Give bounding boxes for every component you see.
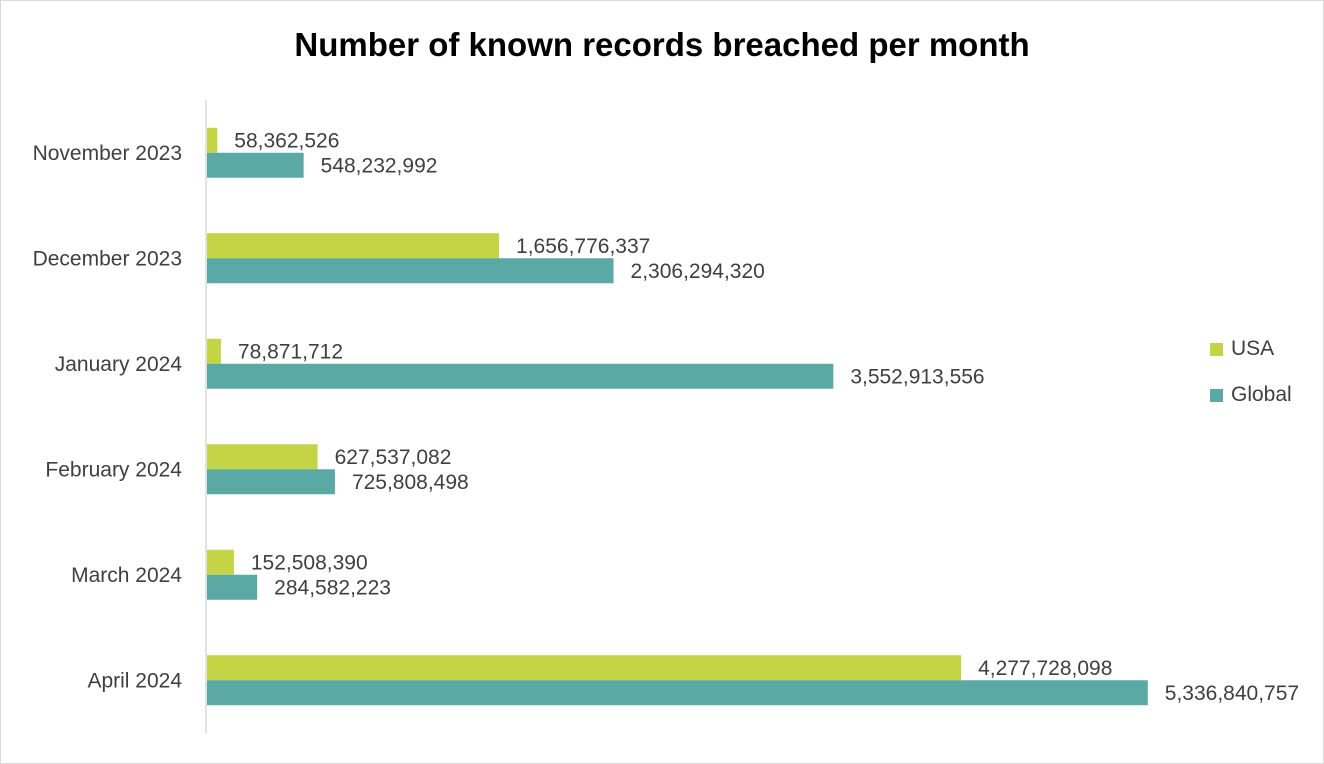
legend-item-global: Global [1210, 383, 1310, 407]
bar-global-march-2024 [207, 574, 258, 600]
bar-global-december-2023 [207, 258, 614, 284]
category-label-january-2024: January 2024 [55, 353, 183, 376]
legend: USA Global [1210, 337, 1310, 429]
bar-global-january-2024 [207, 363, 834, 389]
bar-usa-april-2024 [207, 655, 962, 681]
bar-usa-january-2024 [207, 338, 221, 364]
legend-label-global: Global [1231, 383, 1292, 406]
category-label-march-2024: March 2024 [71, 564, 182, 587]
bar-global-april-2024 [207, 680, 1148, 706]
bar-usa-march-2024 [207, 549, 234, 575]
legend-label-usa: USA [1231, 337, 1275, 360]
data-label-usa-january-2024: 78,871,712 [238, 340, 343, 363]
data-label-usa-april-2024: 4,277,728,098 [978, 657, 1112, 680]
chart-title: Number of known records breached per mon… [294, 26, 1030, 63]
bar-usa-december-2023 [207, 233, 500, 259]
data-label-global-april-2024: 5,336,840,757 [1165, 682, 1299, 705]
data-label-global-december-2023: 2,306,294,320 [631, 260, 765, 283]
bar-usa-february-2024 [207, 444, 318, 470]
data-label-global-january-2024: 3,552,913,556 [850, 365, 984, 388]
data-label-global-february-2024: 725,808,498 [352, 471, 469, 494]
category-label-april-2024: April 2024 [87, 669, 182, 692]
data-label-global-march-2024: 284,582,223 [274, 576, 391, 599]
data-label-usa-february-2024: 627,537,082 [335, 446, 452, 469]
category-label-november-2023: November 2023 [33, 142, 182, 165]
data-label-usa-december-2023: 1,656,776,337 [516, 235, 650, 258]
category-label-february-2024: February 2024 [45, 458, 182, 481]
legend-item-usa: USA [1210, 337, 1310, 361]
bar-global-november-2023 [207, 152, 304, 178]
category-label-december-2023: December 2023 [33, 247, 182, 270]
data-label-global-november-2023: 548,232,992 [321, 154, 438, 177]
data-label-usa-march-2024: 152,508,390 [251, 551, 368, 574]
legend-swatch-global [1210, 388, 1223, 402]
bar-global-february-2024 [207, 469, 335, 495]
legend-swatch-usa [1210, 342, 1223, 356]
data-label-usa-november-2023: 58,362,526 [234, 129, 339, 152]
bar-usa-november-2023 [207, 127, 218, 153]
